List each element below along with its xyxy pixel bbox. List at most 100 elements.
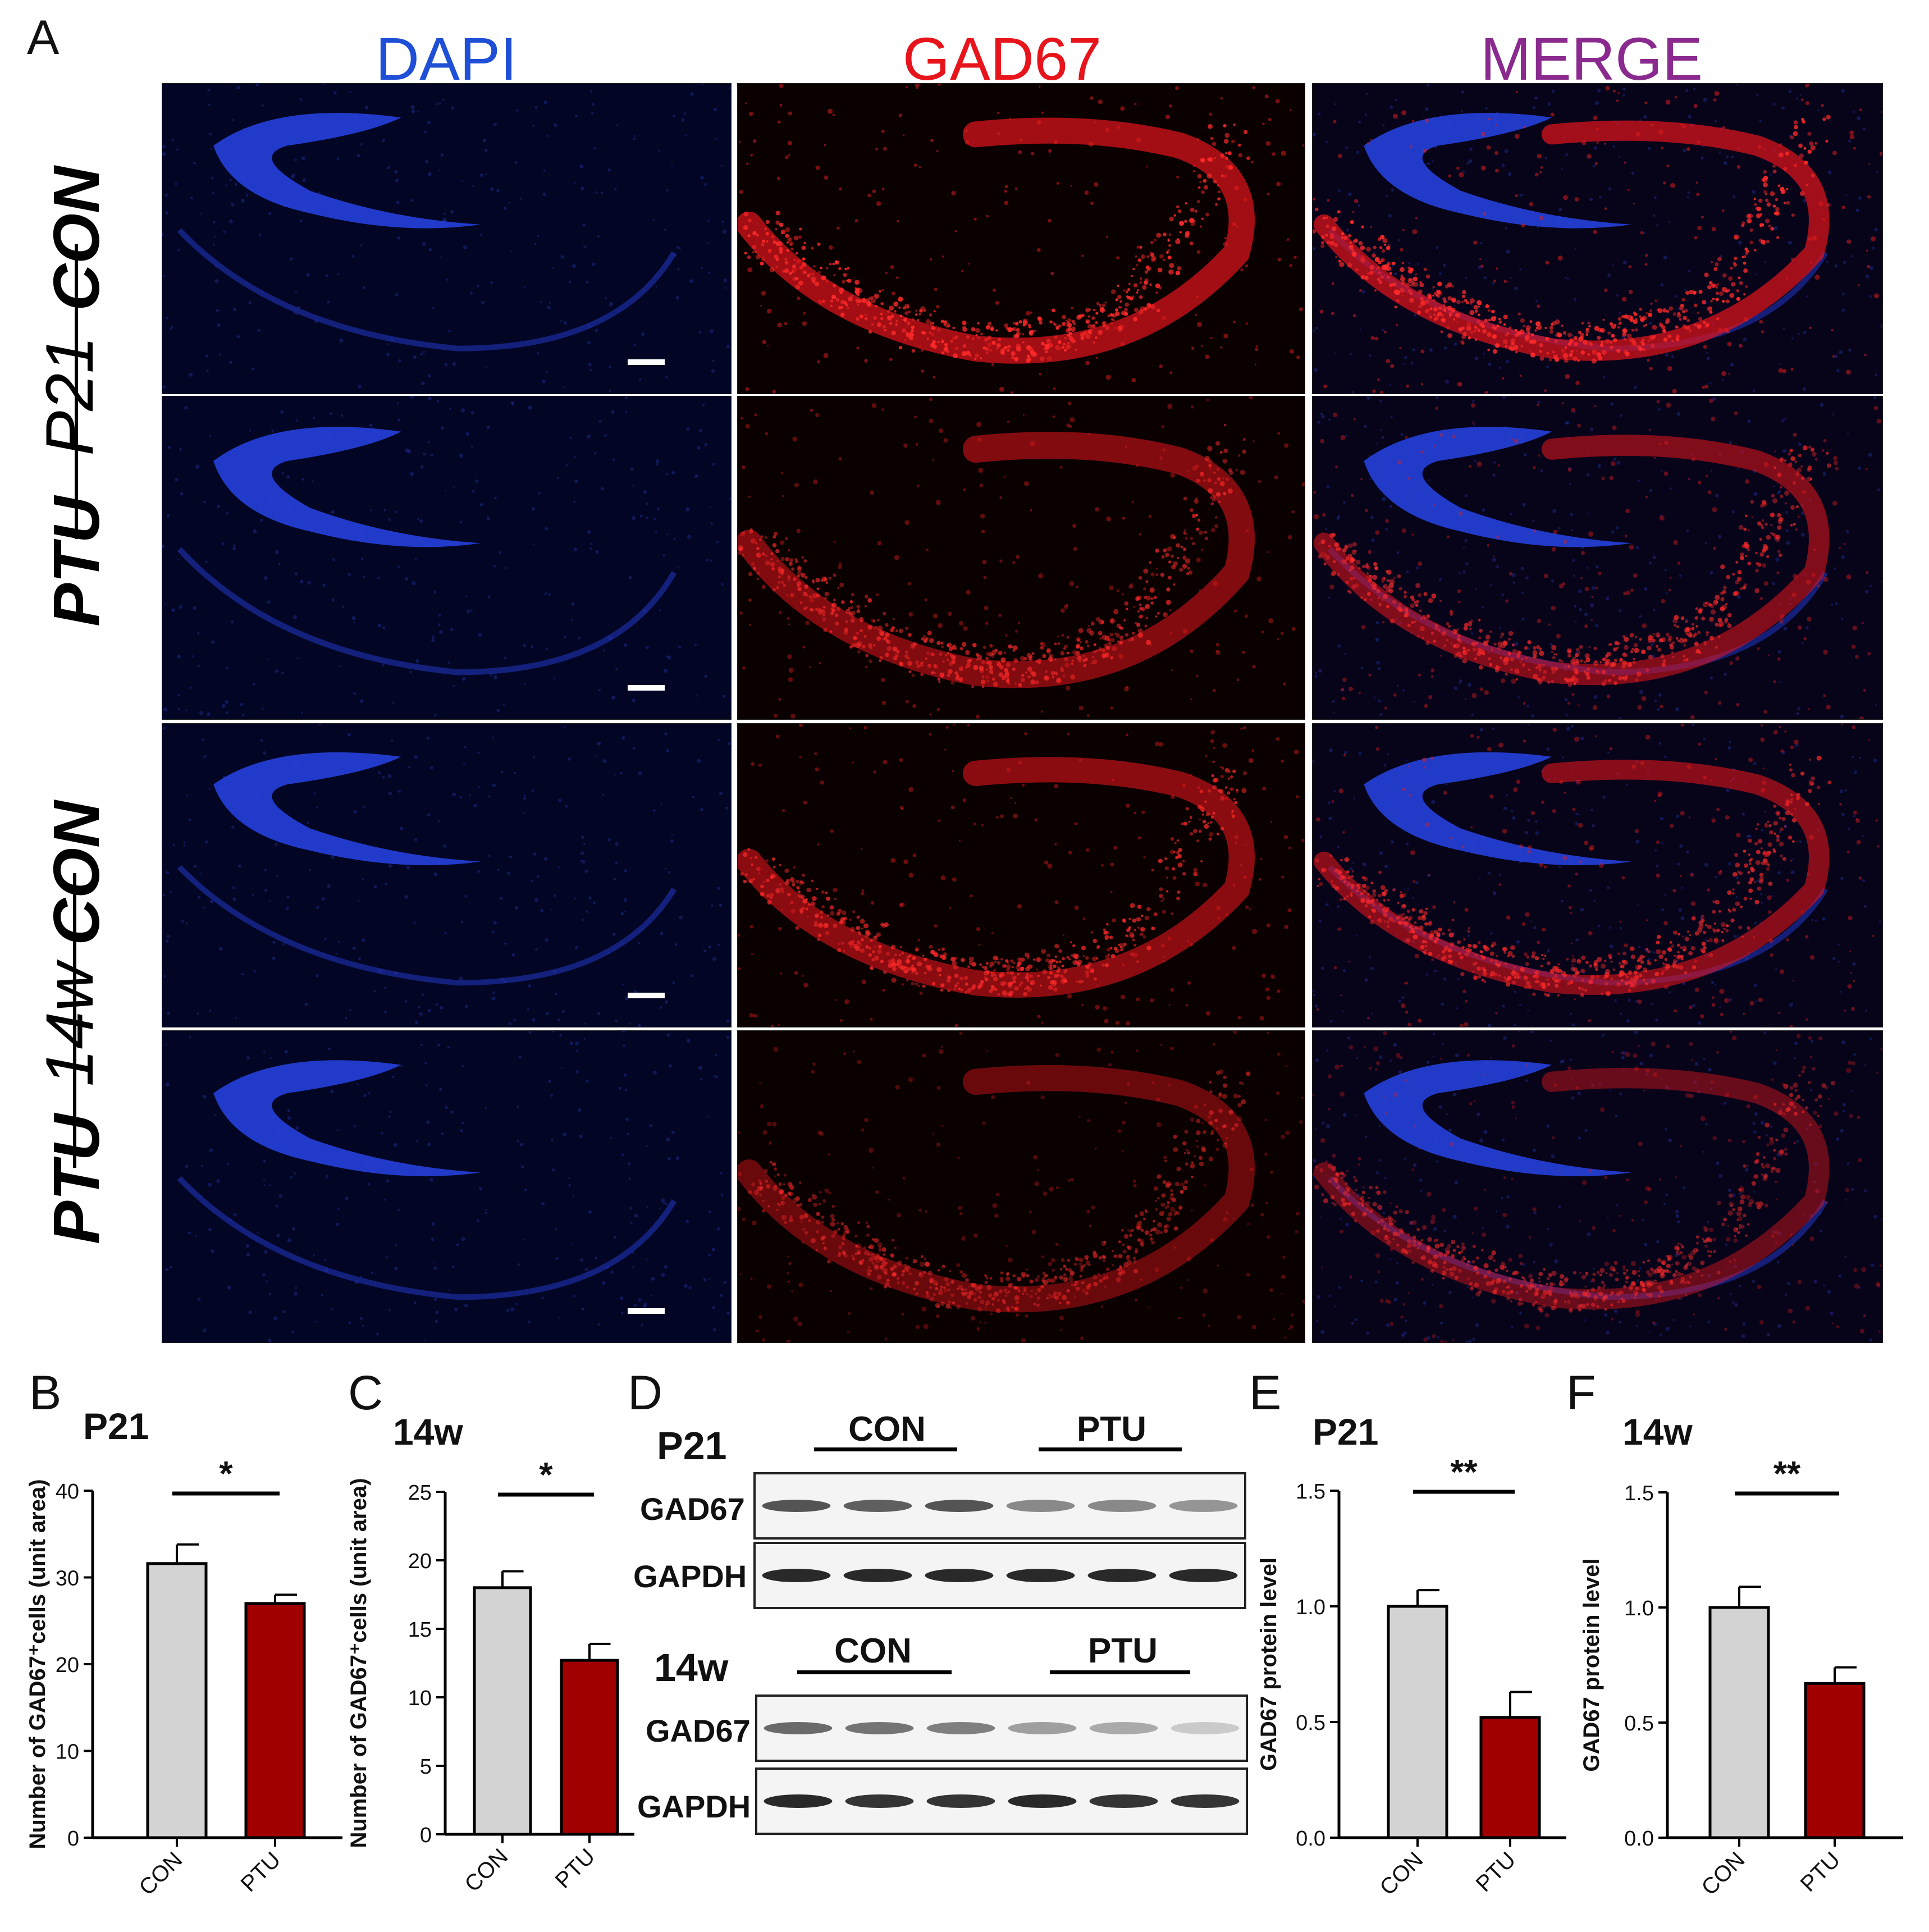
age-label-p21: P21 [32, 336, 107, 456]
blot-group-ptu-14w: PTU [1088, 1632, 1158, 1670]
micrograph-merge-row2 [1312, 396, 1883, 720]
age-label-14w: 14w [32, 962, 107, 1087]
bar-con [473, 1586, 532, 1836]
panel-letter-a: A [27, 11, 60, 65]
scale-bar [628, 993, 665, 998]
blot-group-underline [1039, 1447, 1182, 1451]
micrograph-dapi-row3 [162, 723, 732, 1027]
blot-band [1006, 1569, 1075, 1582]
age-divider-14w [73, 873, 76, 1168]
chart-title: P21 [1313, 1411, 1378, 1453]
blot-band [925, 1500, 994, 1512]
panel-letter-b: B [29, 1366, 62, 1420]
panel-letter-f: F [1566, 1366, 1596, 1420]
blot-label-gapdh-p21: GAPDH [633, 1559, 747, 1594]
x-tick-label: PTU [1796, 1847, 1845, 1897]
y-tick-label: 15 [408, 1618, 432, 1642]
blot-band [1006, 1500, 1075, 1512]
chart-c: 14w Number of GAD67⁺cells (unit area) 0 5 10… [346, 1411, 634, 1897]
chart-title: 14w [393, 1411, 463, 1453]
bar-con [146, 1562, 208, 1839]
x-tick-label: PTU [1471, 1847, 1521, 1897]
y-tick-label: 1.5 [1296, 1480, 1325, 1504]
micrograph-gad67-row2 [737, 396, 1305, 720]
blot-gapdh-p21 [753, 1542, 1246, 1609]
blot-band [1169, 1569, 1238, 1582]
blot-band [1169, 1500, 1238, 1512]
panel-letter-d: D [628, 1366, 663, 1420]
blot-band [925, 1569, 994, 1582]
blot-band [762, 1569, 831, 1582]
y-axis-label: Number of GAD67⁺cells (unit area) [346, 1478, 371, 1848]
micrograph-merge-row3 [1312, 723, 1883, 1027]
scale-bar [628, 1308, 665, 1314]
micrograph-gad67-row4 [737, 1030, 1305, 1343]
bar-ptu [560, 1659, 619, 1836]
blot-label-gapdh-14w: GAPDH [637, 1789, 751, 1824]
y-tick-label: 0.0 [1296, 1827, 1325, 1851]
significance-marker: ** [1450, 1453, 1478, 1492]
y-axis-label: GAD67 protein level [1579, 1558, 1604, 1771]
blot-group-ptu-p21: PTU [1077, 1410, 1146, 1449]
blot-band [1008, 1722, 1077, 1734]
age-divider-p21 [75, 244, 78, 539]
y-tick-label: 5 [420, 1755, 432, 1779]
y-axis-label: Number of GAD67⁺cells (unit area) [25, 1479, 50, 1849]
y-tick-label: 10 [56, 1741, 79, 1764]
x-tick-label: CON [1375, 1847, 1428, 1900]
y-tick-label: 0.0 [1624, 1827, 1654, 1851]
chart-title: P21 [83, 1405, 149, 1447]
blot-gad67-p21 [753, 1472, 1246, 1540]
y-tick-label: 40 [56, 1480, 79, 1504]
blot-band [1171, 1722, 1240, 1734]
blot-title-14w: 14w [654, 1646, 729, 1689]
blot-band [926, 1794, 995, 1808]
blot-band [764, 1794, 833, 1808]
blot-group-underline [814, 1447, 957, 1451]
blot-band [764, 1722, 833, 1734]
y-axis-label: GAD67 protein level [1256, 1558, 1281, 1771]
bar-con [1708, 1606, 1770, 1839]
chart-title: 14w [1622, 1411, 1693, 1453]
chart-f: 14w GAD67 protein level 0.0 0.5 1.0 1.5 CON PTU… [1579, 1411, 1903, 1900]
blot-band [762, 1500, 831, 1512]
x-tick-label: PTU [236, 1847, 286, 1897]
x-tick-label: CON [1697, 1847, 1749, 1900]
significance-marker: * [539, 1456, 553, 1495]
bar-ptu [1804, 1682, 1866, 1839]
significance-marker: ** [1773, 1455, 1801, 1493]
blot-group-con-14w: CON [834, 1632, 912, 1670]
bar-ptu [1479, 1716, 1541, 1839]
y-tick-label: 30 [56, 1567, 79, 1591]
y-tick-label: 0.5 [1296, 1711, 1325, 1735]
x-tick-label: CON [134, 1847, 187, 1900]
blot-gapdh-14w [755, 1767, 1248, 1835]
y-tick-label: 0.5 [1624, 1712, 1654, 1735]
blot-band [1089, 1794, 1158, 1808]
y-tick-label: 1.0 [1624, 1597, 1654, 1620]
chart-b: P21 Number of GAD67⁺cells (unit area) 0 10 2… [25, 1405, 342, 1900]
blot-band [845, 1794, 914, 1808]
bar-ptu [244, 1602, 306, 1839]
blot-title-p21: P21 [657, 1424, 727, 1468]
column-title-merge: MERGE [1480, 25, 1703, 93]
y-tick-label: 0 [420, 1824, 432, 1847]
x-tick-label: CON [460, 1844, 513, 1897]
y-tick-label: 0 [67, 1827, 79, 1851]
micrograph-gad67-row1 [737, 83, 1305, 394]
bar-con [1387, 1605, 1448, 1839]
blot-gad67-14w [755, 1695, 1248, 1762]
y-tick-label: 20 [408, 1550, 432, 1573]
significance-marker: * [219, 1455, 233, 1493]
micrograph-dapi-row1 [162, 83, 732, 394]
panel-letter-c: C [348, 1366, 383, 1420]
blot-band [843, 1500, 912, 1512]
y-tick-label: 1.0 [1296, 1596, 1325, 1619]
micrograph-merge-row1 [1312, 83, 1883, 394]
blot-group-underline [797, 1670, 952, 1674]
x-tick-label: PTU [551, 1844, 600, 1893]
blot-band [1087, 1500, 1157, 1512]
blot-band [843, 1569, 912, 1582]
scale-bar [628, 359, 665, 365]
column-title-dapi: DAPI [375, 25, 518, 93]
